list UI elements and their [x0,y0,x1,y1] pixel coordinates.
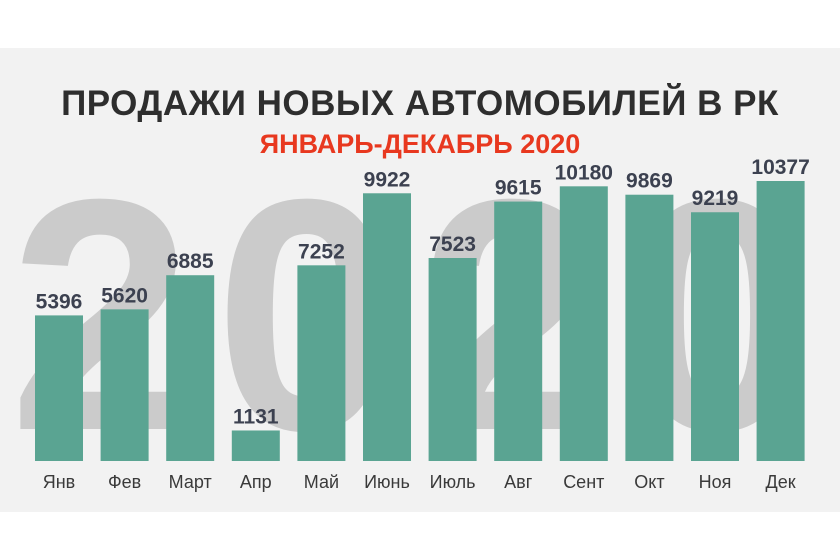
bar-Дек [756,181,805,461]
value-labels-group: 5396 5620 6885 1131 7252 9922 7523 9615 10180 986… [36,156,810,428]
bar-Окт [625,194,674,462]
category-label: Дек [766,472,796,492]
bar-Авг [494,201,543,461]
category-label: Авг [504,472,533,492]
category-label: Окт [634,472,664,492]
bars-group [35,181,805,462]
bar-Ноя [691,212,739,461]
category-label: Июль [430,472,476,492]
value-label: 5620 [101,284,148,307]
value-label: 7252 [298,240,345,263]
category-label: Апр [240,472,272,492]
chart-subtitle: ЯНВАРЬ-ДЕКАБРЬ 2020 [259,129,581,159]
bar-Янв [35,315,83,461]
value-label: 6885 [167,250,214,273]
value-label: 9922 [364,168,411,191]
bar-Фев [100,309,149,461]
bar-Июнь [363,193,411,461]
category-label: Март [169,472,212,492]
category-label: Янв [43,472,76,492]
value-label: 9219 [692,187,739,210]
value-label: 7523 [429,233,476,256]
bar-Май [297,265,346,461]
category-label: Май [304,472,339,492]
value-label: 9869 [626,170,673,193]
value-label: 10180 [555,161,613,184]
category-labels-group: Янв Фев Март Апр Май Июнь Июль Авг Сент Окт Ноя Дек [43,472,796,492]
value-label: 1131 [233,405,279,428]
value-label: 5396 [36,290,83,313]
value-label: 9615 [495,177,542,200]
value-label: 10377 [751,156,809,179]
chart-title: ПРОДАЖИ НОВЫХ АВТОМОБИЛЕЙ В РК [61,84,779,123]
bar-Сент [559,186,608,461]
bar-Июль [428,258,477,461]
category-label: Сент [563,472,604,492]
category-label: Ноя [699,472,732,492]
bar-Апр [231,430,280,461]
category-label: Фев [108,472,141,492]
bar-Март [166,275,215,461]
category-label: Июнь [364,472,410,492]
